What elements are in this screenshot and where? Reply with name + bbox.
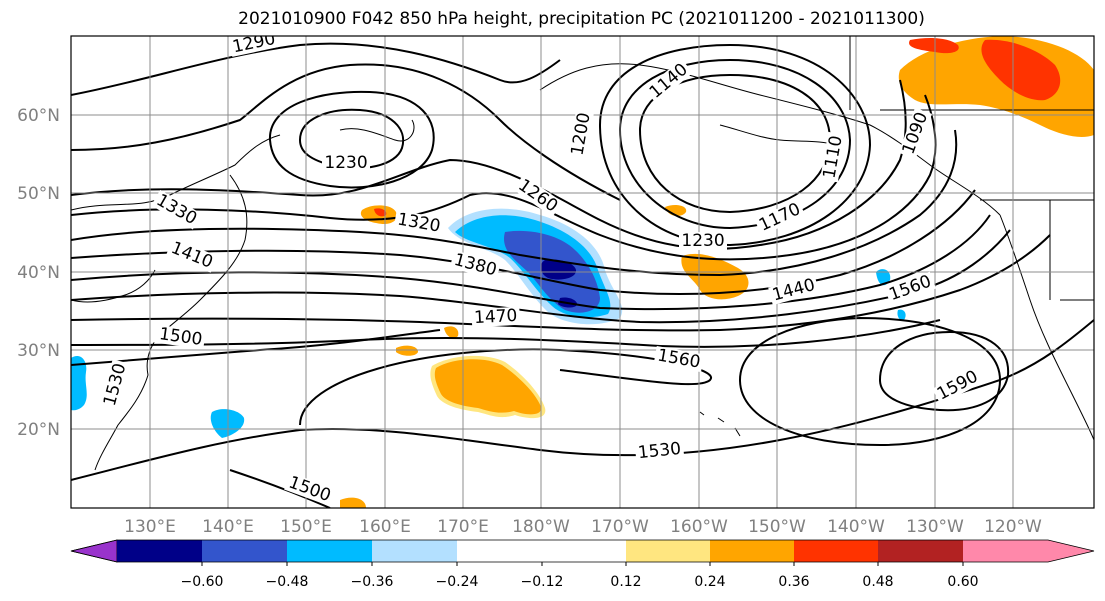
colorbar-tick-label: 0.24 <box>694 574 725 590</box>
contour-label: 1470 <box>474 306 518 328</box>
lon-label: 170°E <box>437 517 489 537</box>
colorbar-tick-label: 0.60 <box>947 574 978 590</box>
lon-label: 150°W <box>748 517 806 537</box>
lat-label: 20°N <box>17 420 60 440</box>
lon-label: 120°W <box>984 517 1042 537</box>
contour-label: 1530 <box>637 439 682 463</box>
colorbar-tick-label: −0.36 <box>351 574 394 590</box>
colorbar-bin <box>117 540 202 562</box>
colorbar-bin <box>202 540 287 562</box>
lat-label: 50°N <box>17 184 60 204</box>
colorbar-bin <box>794 540 878 562</box>
lon-label: 130°W <box>906 517 964 537</box>
lon-label: 140°W <box>827 517 885 537</box>
lat-label: 40°N <box>17 263 60 283</box>
colorbar-tick-label: 0.12 <box>610 574 641 590</box>
colorbar-bin <box>287 540 372 562</box>
lon-label: 140°E <box>202 517 254 537</box>
lon-axis: 130°E 140°E 150°E 160°E 170°E 180°W 170°… <box>124 517 1042 537</box>
precip-shading <box>71 36 1094 508</box>
colorbar-bin <box>542 540 626 562</box>
lat-label: 60°N <box>17 106 60 126</box>
colorbar-tick-label: −0.24 <box>436 574 479 590</box>
lon-label: 180°W <box>512 517 570 537</box>
lon-label: 130°E <box>124 517 176 537</box>
lat-label: 30°N <box>17 341 60 361</box>
map-frame <box>70 35 1095 509</box>
lon-label: 160°E <box>359 517 411 537</box>
contour-label: 1230 <box>681 231 724 251</box>
colorbar-tick-label: −0.60 <box>181 574 224 590</box>
colorbar-tick-label: 0.36 <box>778 574 809 590</box>
lon-label: 170°W <box>591 517 649 537</box>
colorbar-extend-high <box>963 540 1094 562</box>
colorbar-bin <box>626 540 710 562</box>
colorbar: −0.60 −0.48 −0.36 −0.24 −0.12 0.12 0.24 … <box>70 539 1095 590</box>
graticule <box>71 36 1094 508</box>
map-title: 2021010900 F042 850 hPa height, precipit… <box>238 9 925 29</box>
colorbar-bin <box>878 540 963 562</box>
colorbar-tick-label: 0.48 <box>862 574 893 590</box>
colorbar-tick-label: −0.12 <box>521 574 564 590</box>
colorbar-extend-low <box>70 539 118 563</box>
lon-label: 160°W <box>670 517 728 537</box>
contour-label: 1230 <box>324 153 367 173</box>
colorbar-bin <box>457 540 542 562</box>
colorbar-bin <box>710 540 794 562</box>
lon-label: 150°E <box>280 517 332 537</box>
colorbar-tick-label: −0.48 <box>266 574 309 590</box>
lat-axis: 60°N 50°N 40°N 30°N 20°N <box>17 106 60 440</box>
colorbar-bin <box>372 540 457 562</box>
